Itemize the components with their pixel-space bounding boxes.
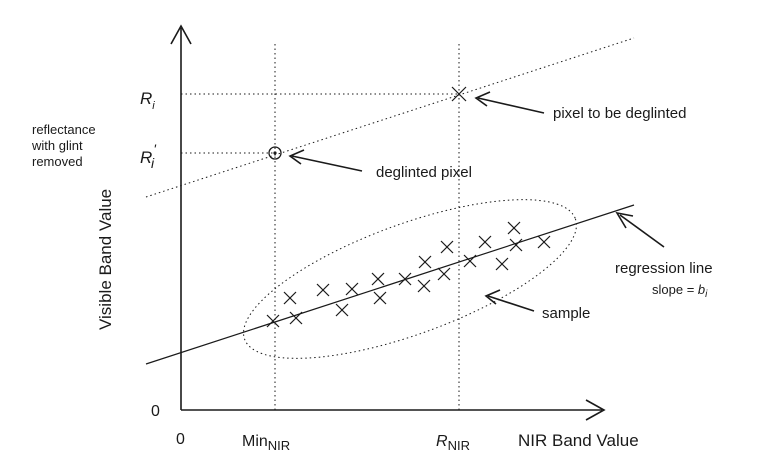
deglinted-pixel-label: deglinted pixel [376,164,472,181]
min-nir-label: MinNIR [242,433,290,453]
r-nir-label: RNIR [436,433,470,453]
reflectance-annotation: reflectance with glint removed [31,122,96,169]
sample-point [373,291,387,305]
sample-point [316,283,330,297]
sample-point [509,238,523,252]
parallel-line [145,37,635,198]
arrow-sample [484,289,535,312]
y-axis-label: Visible Band Value [96,189,115,330]
sample-point [537,235,551,249]
x-axis-label: NIR Band Value [518,431,639,450]
svg-text:removed: removed [32,154,83,169]
svg-text:reflectance: reflectance [32,122,96,137]
pixel-to-be-deglinted-label: pixel to be deglinted [553,105,686,122]
sample-point [507,221,521,235]
regression-line [145,204,635,365]
arrow-deglinted-pixel [288,149,363,172]
sample-label: sample [542,305,590,322]
ri-label: Ri [140,89,155,112]
arrow-pixel-to-be-deglinted [474,91,545,114]
sample-points [266,221,551,328]
sample-point [437,267,451,281]
x-axis-arrowhead [585,399,606,421]
ri-prime-label: R' i [140,141,157,171]
sample-point [371,272,385,286]
sample-point [417,279,431,293]
sample-point [418,255,432,269]
sample-point [495,257,509,271]
sample-point [463,254,477,268]
y-origin-label: 0 [151,403,160,420]
sample-point [283,291,297,305]
sample-point [478,235,492,249]
sample-point [345,282,359,296]
axes [170,24,606,421]
svg-text:with glint: with glint [31,138,83,153]
regression-line-label: regression line [615,260,713,277]
sample-point [335,303,349,317]
sample-point [266,314,280,328]
slope-label: slope = bi [652,282,708,300]
sample-ellipse [243,199,577,359]
pixel-to-be-deglinted-mark [451,86,467,102]
y-axis-arrowhead [170,24,192,45]
deglinted-pixel-mark [268,146,282,160]
x-origin-label: 0 [176,431,185,448]
arrow-regression-line [615,211,665,248]
sample-point [398,272,412,286]
sample-point [440,240,454,254]
sample-point [289,311,303,325]
